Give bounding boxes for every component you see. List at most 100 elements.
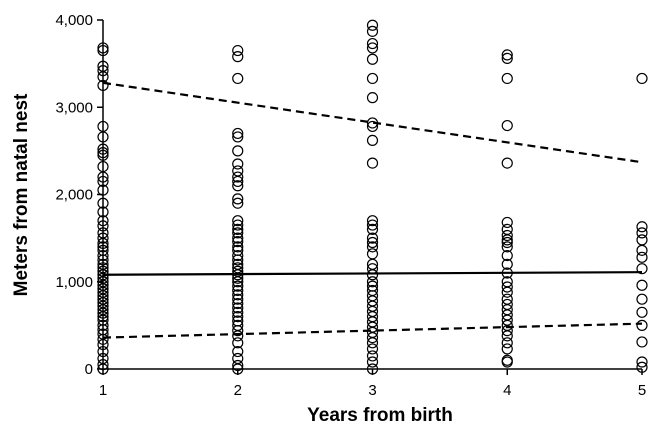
data-point	[501, 356, 513, 368]
data-point	[366, 42, 379, 54]
y-tick-label: 2,000	[55, 187, 93, 204]
data-point	[366, 72, 379, 85]
y-tick-label: 4,000	[55, 12, 93, 29]
data-point	[232, 276, 244, 288]
data-point	[501, 216, 513, 229]
data-point	[232, 44, 244, 57]
data-point	[232, 345, 244, 358]
data-point	[501, 325, 513, 337]
data-point	[232, 297, 244, 310]
data-point	[366, 356, 379, 368]
x-tick-label: 5	[638, 382, 646, 399]
data-point	[232, 145, 244, 157]
data-point	[501, 234, 513, 246]
data-point	[636, 251, 648, 263]
trend-line-dashed	[102, 322, 643, 339]
data-point	[501, 330, 513, 342]
data-point	[232, 171, 244, 183]
data-point	[232, 223, 244, 235]
data-point	[366, 120, 379, 133]
x-tick-label: 3	[368, 382, 376, 399]
data-point	[501, 258, 513, 270]
trend-lines	[102, 81, 643, 339]
y-tick-label: 1,000	[55, 274, 93, 291]
data-point	[366, 223, 379, 235]
data-point	[366, 92, 379, 104]
data-point	[636, 263, 648, 275]
y-axis-ticks: 0 1,000 2,000 3,000 4,000	[55, 12, 103, 378]
data-point	[232, 311, 244, 323]
data-point	[232, 131, 244, 143]
y-tick-label: 0	[85, 361, 93, 378]
data-point	[232, 165, 244, 177]
data-point	[366, 232, 379, 244]
trend-line-dashed	[102, 81, 643, 164]
data-point	[501, 236, 513, 249]
data-point	[636, 319, 648, 331]
data-point	[366, 219, 379, 231]
trend-line-solid	[102, 271, 643, 276]
data-point	[636, 72, 648, 85]
data-point	[366, 215, 379, 227]
data-point	[232, 293, 244, 305]
data-point	[232, 284, 244, 297]
data-point	[501, 49, 513, 61]
data-point	[501, 249, 513, 262]
data-point	[636, 244, 648, 256]
data-point	[501, 72, 513, 85]
y-axis-title: Meters from natal nest	[11, 93, 32, 296]
data-point	[232, 227, 244, 239]
data-point	[232, 215, 244, 227]
data-point	[366, 25, 379, 37]
x-axis-ticks: 1 2 3 4 5	[99, 369, 646, 399]
data-point	[636, 221, 648, 233]
data-point	[636, 234, 648, 246]
data-point	[501, 241, 513, 253]
data-point	[366, 331, 379, 344]
data-point	[366, 276, 379, 288]
data-point	[232, 232, 244, 244]
data-point	[232, 219, 244, 231]
data-point	[501, 119, 513, 132]
data-point	[501, 337, 513, 349]
data-point	[501, 286, 513, 298]
data-point	[501, 281, 513, 293]
data-point	[232, 158, 244, 170]
data-point	[366, 19, 379, 31]
data-point	[232, 72, 244, 85]
data-point	[366, 53, 379, 65]
data-point	[232, 280, 244, 292]
data-point	[232, 330, 244, 342]
x-tick-label: 1	[99, 382, 107, 399]
data-point	[501, 157, 513, 169]
data-point	[232, 180, 244, 192]
data-point	[366, 269, 379, 281]
data-point	[636, 279, 648, 291]
data-point	[636, 293, 648, 305]
data-point	[232, 193, 244, 205]
data-point	[366, 350, 379, 362]
data-point	[366, 241, 379, 253]
y-tick-label: 3,000	[55, 99, 93, 116]
data-point	[232, 241, 244, 253]
data-point	[232, 289, 244, 301]
data-point	[232, 337, 244, 349]
data-point	[232, 175, 244, 188]
data-point	[232, 236, 244, 248]
data-point	[501, 229, 513, 242]
data-point	[366, 134, 379, 147]
x-axis-title: Years from birth	[307, 405, 453, 426]
x-tick-label: 2	[234, 382, 242, 399]
data-point	[232, 127, 244, 140]
data-point	[232, 302, 244, 314]
data-point	[232, 325, 244, 337]
data-point	[636, 306, 648, 318]
data-point	[232, 51, 244, 63]
data-point	[366, 337, 379, 349]
data-point	[366, 343, 379, 355]
data-points	[97, 19, 648, 375]
data-point	[636, 356, 648, 368]
x-tick-label: 4	[503, 382, 511, 399]
data-point	[636, 336, 648, 348]
data-point	[501, 223, 513, 235]
